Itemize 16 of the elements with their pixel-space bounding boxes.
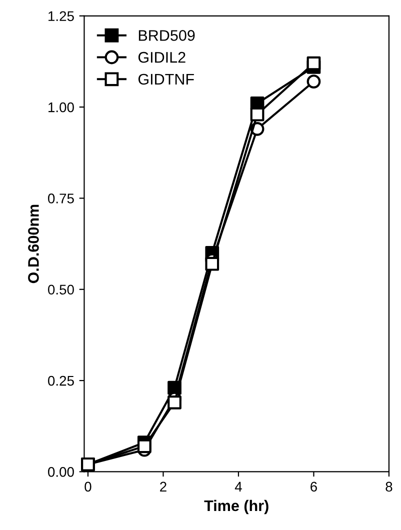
x-tick-label: 4: [234, 482, 242, 492]
y-tick-label: 0.50: [48, 284, 74, 295]
y-tick-label: 0.75: [48, 194, 74, 204]
legend-label: BRD509: [138, 30, 195, 41]
y-tick-label: 0.00: [48, 467, 74, 477]
legend-label: GIDTNF: [138, 74, 194, 85]
y-axis-title: O.D.600nm: [28, 204, 39, 284]
legend-label: GIDIL2: [138, 52, 186, 63]
y-tick-label: 0.25: [48, 376, 74, 386]
x-axis-title: Time (hr): [204, 500, 268, 514]
x-tick-label: 0: [84, 482, 92, 492]
y-tick-label: 1.00: [48, 102, 74, 112]
x-tick-label: 6: [310, 482, 317, 492]
x-tick-label: 8: [386, 482, 392, 492]
x-tick-label: 2: [160, 482, 166, 492]
y-tick-label: 1.25: [48, 11, 74, 22]
